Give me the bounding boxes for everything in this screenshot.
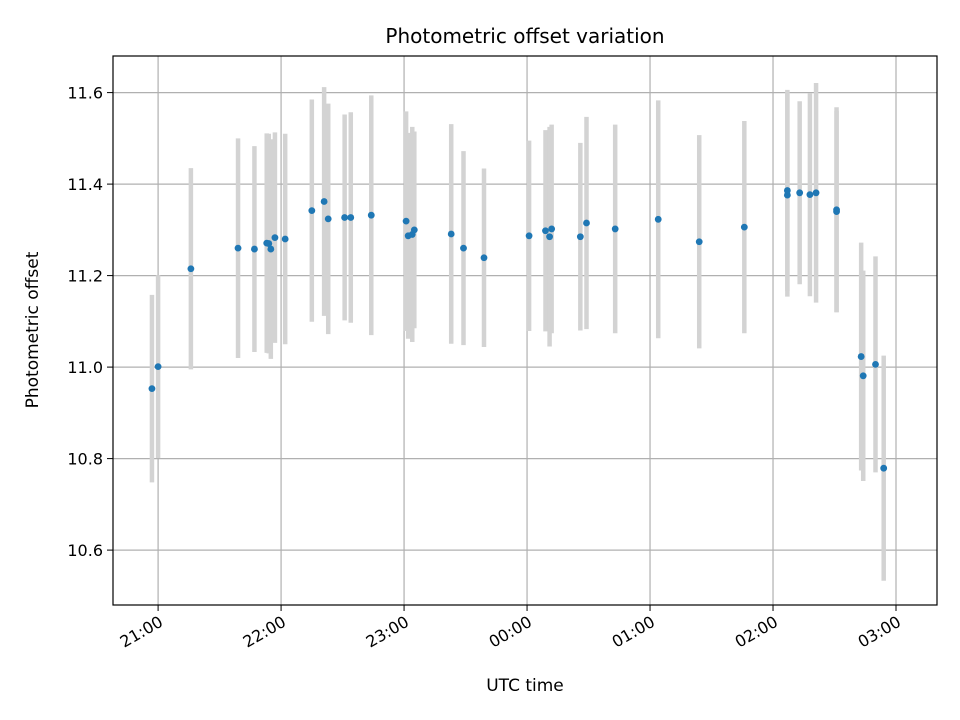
data-point <box>148 385 156 393</box>
data-point <box>548 225 556 233</box>
data-points <box>148 187 888 472</box>
data-point <box>447 230 455 238</box>
data-point <box>880 464 888 472</box>
data-point <box>187 265 195 273</box>
data-point <box>695 238 703 246</box>
y-tick-label: 11.0 <box>67 358 103 377</box>
y-tick-label: 11.6 <box>67 84 103 103</box>
y-axis-ticks: 10.6 10.8 11.0 11.2 11.4 11.6 <box>67 84 113 560</box>
data-point <box>480 254 488 262</box>
data-point <box>857 353 865 360</box>
data-point <box>324 215 332 223</box>
data-point <box>234 244 242 252</box>
data-point <box>347 214 355 221</box>
data-point <box>265 240 273 247</box>
data-point <box>833 208 840 215</box>
data-point <box>740 223 748 231</box>
data-point <box>525 232 533 240</box>
y-tick-label: 11.4 <box>67 175 103 194</box>
data-point <box>308 207 316 215</box>
data-point <box>806 191 814 199</box>
plot-frame <box>112 55 938 606</box>
data-point <box>611 225 619 233</box>
data-point <box>402 217 410 225</box>
x-axis-label: UTC time <box>486 676 564 696</box>
data-point <box>271 234 279 242</box>
y-tick-label: 10.6 <box>67 541 103 560</box>
data-point <box>251 245 258 253</box>
data-point <box>872 360 879 368</box>
data-point <box>583 219 590 227</box>
y-tick-label: 10.8 <box>67 450 103 469</box>
data-point <box>281 235 289 243</box>
data-point <box>367 211 375 219</box>
y-tick-label: 11.2 <box>67 267 103 286</box>
data-point <box>410 226 418 234</box>
data-point <box>546 233 553 241</box>
chart-title: Photometric offset variation <box>385 24 664 48</box>
data-point <box>783 187 791 194</box>
data-point <box>267 245 275 253</box>
data-point <box>812 189 820 197</box>
y-axis-label: Photometric offset <box>23 251 43 408</box>
data-point <box>796 189 804 197</box>
data-point <box>341 214 349 221</box>
data-point <box>542 227 549 235</box>
data-point <box>859 372 867 380</box>
data-point <box>654 215 662 223</box>
data-point <box>460 244 467 252</box>
data-point <box>576 233 584 241</box>
data-point <box>320 198 328 205</box>
data-point <box>154 363 162 371</box>
